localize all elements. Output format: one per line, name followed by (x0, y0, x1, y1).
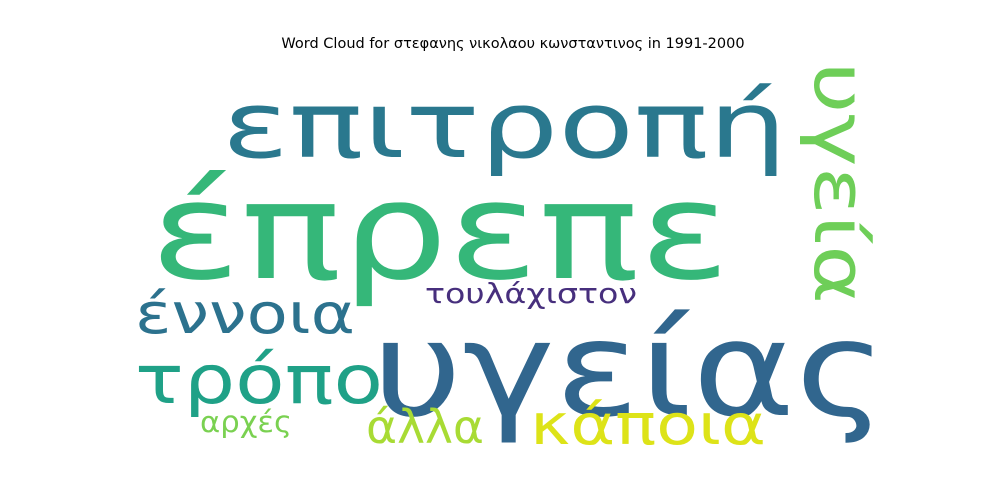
word-cloud-word: τρόπο (135, 341, 383, 420)
word-cloud-word: επιτροπή (222, 72, 787, 179)
word-cloud-word: αρχές (200, 405, 292, 439)
chart-title: Word Cloud for στεφανης νικολαου κωνσταν… (281, 36, 745, 52)
word-cloud-word: έπρεπε (150, 153, 730, 310)
word-cloud-word: τουλάχιστον (425, 277, 637, 310)
word-cloud-word: άλλα (366, 400, 484, 454)
word-cloud-word: υγείας (372, 293, 887, 447)
word-cloud-word: έννοια (135, 282, 355, 347)
word-cloud-word: υγεία (798, 62, 882, 304)
word-cloud-word: κάποια (530, 393, 766, 458)
